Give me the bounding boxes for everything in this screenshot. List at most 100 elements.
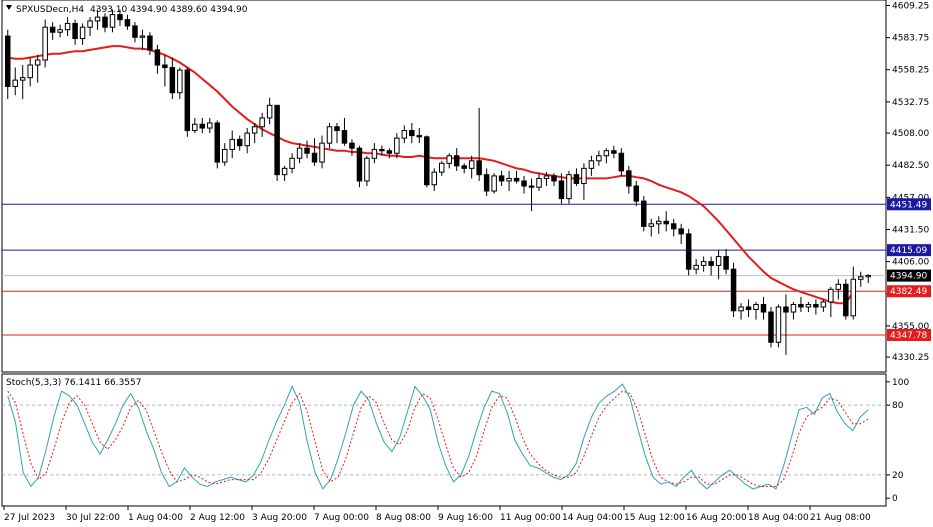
candle-body-bear (745, 306, 752, 311)
candle-body-bull (648, 223, 655, 227)
candle-body-bear (798, 303, 804, 308)
candle (27, 57, 33, 87)
candle-body-bull (506, 177, 512, 182)
candle (207, 117, 213, 134)
candle (865, 274, 872, 284)
candle (334, 122, 340, 144)
candle-body-bull (715, 256, 722, 266)
candle (603, 148, 610, 164)
candle-body-bear (633, 185, 640, 202)
candle (618, 148, 625, 176)
candle (738, 303, 744, 320)
candle (236, 135, 243, 151)
time-tick-label: 15 Aug 12:00 (624, 513, 685, 523)
candle-body-bear (49, 26, 56, 33)
candle-body-bull (543, 175, 550, 179)
candle (566, 170, 572, 204)
candle-body-bull (371, 148, 378, 159)
horizontal-levels (2, 203, 886, 336)
candle-body-bull (468, 160, 475, 169)
candle (588, 155, 595, 176)
candle (506, 170, 512, 192)
level-price-box (887, 198, 931, 211)
candle-body-bull (109, 14, 116, 28)
price-tick-label: 4431.50 (892, 225, 929, 235)
candle (289, 153, 295, 174)
candle (132, 22, 138, 43)
price-tick-label: 4558.25 (892, 66, 929, 76)
candle (87, 17, 93, 37)
candle (498, 170, 505, 186)
candle (102, 13, 108, 33)
candle (154, 44, 161, 74)
candle-body-bear (169, 67, 176, 94)
candle-body-bull (64, 22, 71, 31)
candle (117, 9, 123, 26)
candle-body-bear (386, 150, 393, 154)
candle-body-bull (431, 171, 438, 186)
candle-body-bull (820, 301, 827, 308)
candle-body-bear (199, 123, 206, 129)
price-tick-label: 4406.00 (892, 258, 929, 268)
candle-body-bear (72, 22, 78, 40)
time-tick-label: 9 Aug 16:00 (438, 513, 493, 523)
candle (162, 54, 168, 87)
candle (858, 271, 864, 287)
candle-body-bull (244, 132, 250, 147)
candle (169, 57, 176, 100)
candle-body-bull (865, 274, 872, 278)
candle-body-bull (805, 303, 812, 308)
candle-body-bull (192, 123, 198, 132)
stoch-tick-label: 100 (892, 378, 909, 388)
candle-body-bear (334, 126, 340, 132)
time-tick-label: 18 Aug 04:00 (748, 513, 809, 523)
level-price-box (887, 269, 931, 282)
candle-body-bear (521, 180, 527, 187)
candle (199, 117, 206, 134)
candle (64, 17, 71, 37)
candle (543, 172, 550, 186)
candle (431, 168, 438, 192)
level-price-label: 4382.49 (890, 287, 927, 297)
candle (693, 259, 699, 275)
candle (244, 128, 250, 154)
candle (820, 299, 827, 313)
candle-body-bull (581, 167, 587, 184)
candle-body-bull (19, 77, 26, 81)
candle (446, 153, 452, 169)
candle (760, 296, 767, 320)
candle-body-bull (326, 126, 333, 144)
candle-body-bull (221, 148, 228, 163)
candle (715, 250, 722, 280)
price-tick-label: 4583.75 (892, 34, 929, 44)
candle-body-bull (491, 175, 497, 192)
candle-body-bear (356, 147, 363, 182)
candle-body-bear (760, 303, 767, 313)
candle-body-bear (708, 261, 714, 266)
candle (34, 54, 41, 83)
price-tick-label: 4609.25 (892, 1, 929, 11)
stoch-tick-label: 20 (892, 471, 904, 481)
stoch-tick-label: 0 (892, 494, 898, 504)
candle-body-bull (42, 26, 48, 61)
candle-body-bear (461, 165, 467, 169)
candle (42, 19, 48, 68)
candle (19, 65, 26, 100)
candle-body-bull (850, 278, 857, 317)
candle (805, 301, 812, 313)
level-price-labels: 4451.49 4415.09 4394.90 4382.49 4347.78 (887, 198, 931, 341)
candle-body-bear (843, 283, 849, 317)
candle (177, 67, 183, 100)
stoch-title: Stoch(5,3,3) 76.1411 66.3557 (6, 378, 141, 388)
candle (401, 125, 408, 144)
level-price-label: 4415.09 (890, 246, 927, 256)
candle (828, 286, 834, 318)
candle-body-bear (379, 148, 385, 152)
candle-body-bear (409, 130, 415, 137)
candle (723, 249, 729, 275)
candle (356, 145, 363, 188)
candle-body-bear (685, 233, 692, 270)
candle (371, 143, 378, 164)
candle (229, 130, 235, 159)
